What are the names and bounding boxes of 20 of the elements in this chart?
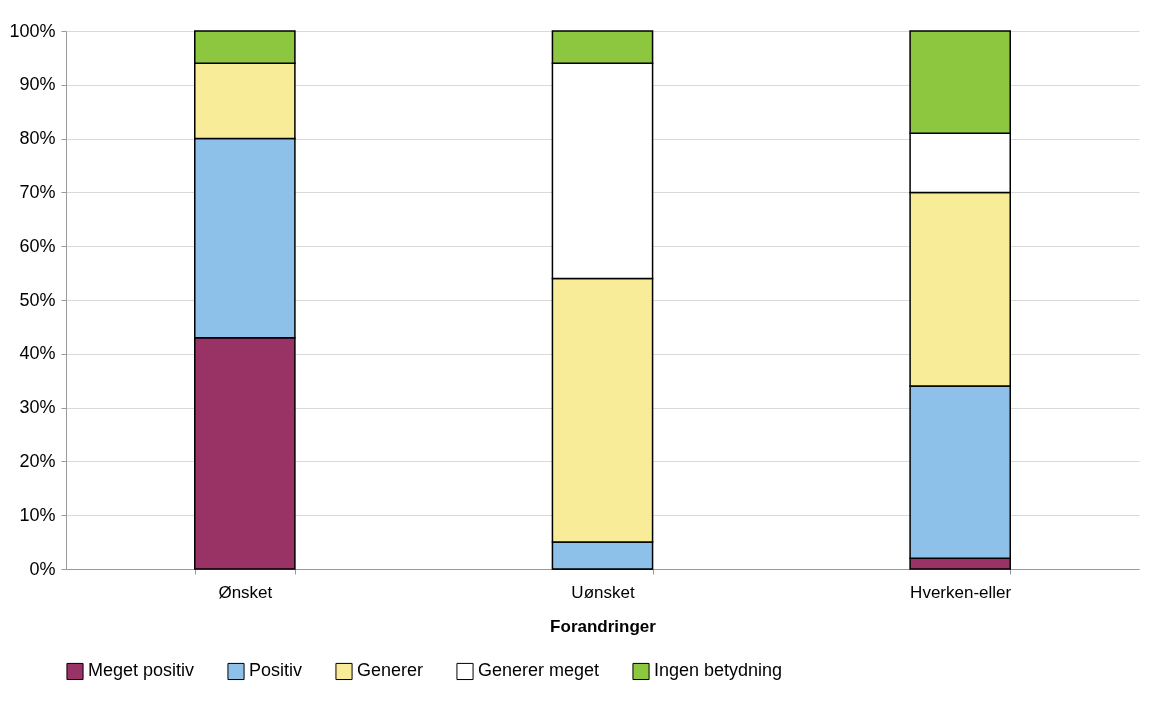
- legend-label: Meget positiv: [88, 660, 195, 681]
- y-tick-label: 50%: [19, 289, 56, 310]
- y-tick-label: 80%: [19, 128, 56, 149]
- y-tick-label: 90%: [19, 74, 56, 95]
- y-tick-label: 100%: [9, 20, 56, 41]
- x-tick-label: Uønsket: [571, 582, 635, 602]
- x-axis-title: Forandringer: [550, 616, 657, 636]
- x-tick-label: Ønsket: [218, 582, 273, 602]
- y-tick-label: 30%: [19, 397, 56, 418]
- y-tick-label: 10%: [19, 504, 56, 525]
- legend-label: Generer: [357, 660, 424, 681]
- y-tick-label: 70%: [19, 181, 56, 202]
- y-tick-label: 20%: [19, 450, 56, 471]
- legend-label: Generer meget: [478, 660, 600, 681]
- y-tick-label: 40%: [19, 343, 56, 364]
- y-tick-label: 60%: [19, 235, 56, 256]
- y-tick-label: 0%: [29, 558, 56, 579]
- legend-label: Ingen betydning: [654, 660, 783, 681]
- legend-label: Positiv: [249, 660, 303, 681]
- x-tick-label: Hverken-eller: [910, 582, 1012, 602]
